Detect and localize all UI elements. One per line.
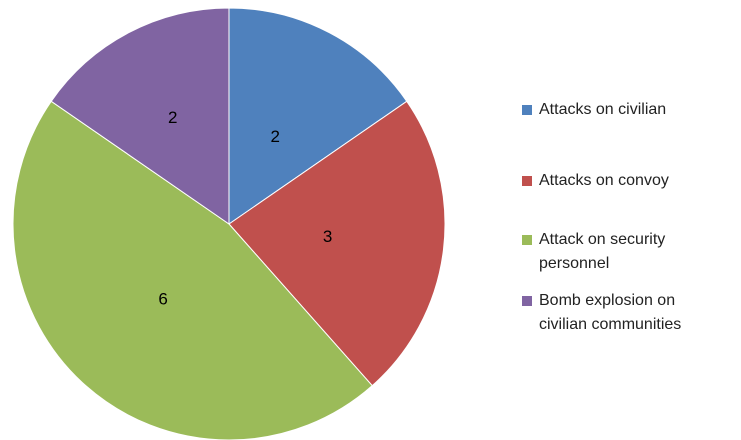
legend-swatch-green	[522, 235, 532, 245]
legend-swatch-red	[522, 176, 532, 186]
legend-swatch-purple	[522, 296, 532, 306]
legend-item-bomb-explosion: Bomb explosion on civilian communities	[522, 289, 737, 337]
data-label: 2	[168, 108, 177, 127]
legend-item-attacks-on-civilian: Attacks on civilian	[522, 98, 737, 122]
legend-label: Attacks on convoy	[539, 172, 669, 189]
slice-bomb-explosion	[50, 7, 230, 225]
data-label: 3	[323, 227, 332, 246]
legend-item-attacks-on-convoy: Attacks on convoy	[522, 169, 737, 193]
slice-attacks-on-convoy	[228, 100, 446, 387]
legend-label: Attack on security personnel	[539, 231, 666, 272]
data-label: 6	[158, 289, 167, 308]
slice-attacks-on-civilian	[228, 7, 408, 225]
data-label: 2	[270, 127, 279, 146]
legend-item-attack-on-security-personnel: Attack on security personnel	[522, 228, 737, 276]
slice-attack-on-security-personnel	[12, 100, 373, 440]
legend-label: Bomb explosion on civilian communities	[539, 292, 682, 333]
legend-swatch-blue	[522, 105, 532, 115]
legend-label: Attacks on civilian	[539, 101, 667, 118]
legend: Attacks on civilian Attacks on convoy At…	[522, 98, 737, 337]
